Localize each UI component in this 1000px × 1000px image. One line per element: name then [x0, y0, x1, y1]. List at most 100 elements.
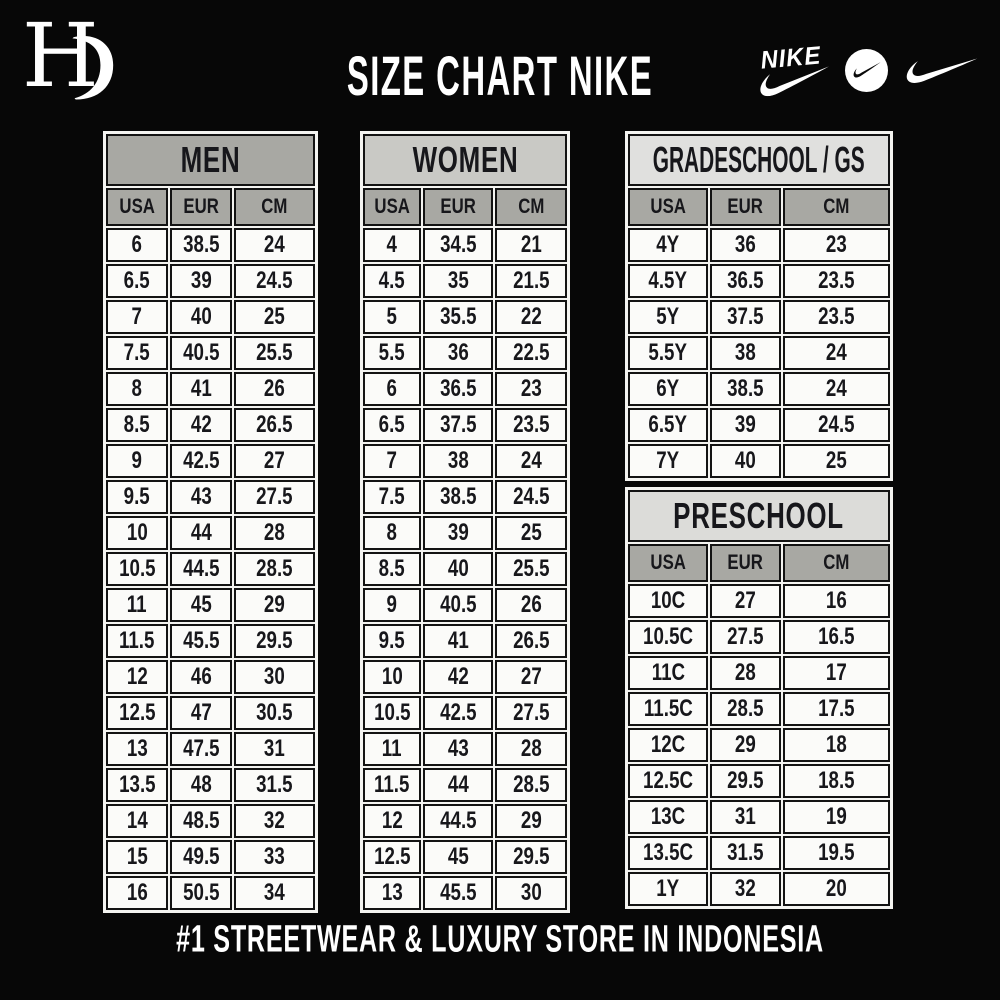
women-cell-r12-c1: 42: [423, 660, 493, 694]
men-cell-r7-c1: 43: [170, 480, 232, 514]
gradeschool-cell-r6-c1: 40: [710, 444, 781, 478]
women-cell-r12-c0: 10: [363, 660, 421, 694]
men-cell-r9-c2: 28.5: [234, 552, 315, 586]
preschool-cell-r8-c0: 1Y: [628, 872, 708, 906]
women-cell-r6-c2: 24: [495, 444, 567, 478]
men-cell-r0-c2: 24: [234, 228, 315, 262]
men-cell-r10-c1: 45: [170, 588, 232, 622]
women-cell-r4-c1: 36.5: [423, 372, 493, 406]
preschool-cell-r2-c2: 17: [783, 656, 890, 690]
preschool-cell-r2-c0: 11C: [628, 656, 708, 690]
women-cell-r16-c1: 44.5: [423, 804, 493, 838]
nike-swoosh-icon: [853, 62, 881, 78]
gradeschool-size-table: GRADESCHOOL / GS USA EUR CM 4Y 36 23 4.5Y 36.5 23…: [625, 131, 893, 481]
women-cell-r13-c0: 10.5: [363, 696, 421, 730]
footer-tagline: #1 STREETWEAR & LUXURY STORE IN INDONESI…: [176, 917, 824, 961]
men-cell-r8-c0: 10: [106, 516, 168, 550]
women-cell-r10-c2: 26: [495, 588, 567, 622]
women-cell-r1-c0: 4.5: [363, 264, 421, 298]
men-table-title: MEN: [106, 134, 315, 186]
gradeschool-cell-r3-c0: 5.5Y: [628, 336, 708, 370]
women-cell-r16-c0: 12: [363, 804, 421, 838]
gradeschool-cell-r4-c2: 24: [783, 372, 890, 406]
men-cell-r11-c0: 11.5: [106, 624, 168, 658]
gradeschool-cell-r3-c1: 38: [710, 336, 781, 370]
women-cell-r2-c1: 35.5: [423, 300, 493, 334]
preschool-cell-r5-c1: 29.5: [710, 764, 781, 798]
women-cell-r7-c1: 38.5: [423, 480, 493, 514]
women-size-table: WOMEN USA EUR CM 4 34.5 21 4.5 35 21.5 5 35.5 22 5.5 3…: [360, 131, 570, 913]
men-cell-r10-c2: 29: [234, 588, 315, 622]
men-col-header-usa: USA: [106, 188, 168, 226]
preschool-cell-r3-c1: 28.5: [710, 692, 781, 726]
nike-logos: NIKE: [751, 41, 978, 98]
gradeschool-col-header-cm: CM: [783, 188, 890, 226]
men-cell-r3-c0: 7.5: [106, 336, 168, 370]
men-cell-r14-c0: 13: [106, 732, 168, 766]
women-cell-r4-c2: 23: [495, 372, 567, 406]
men-cell-r17-c2: 33: [234, 840, 315, 874]
gradeschool-cell-r5-c1: 39: [710, 408, 781, 442]
men-cell-r18-c2: 34: [234, 876, 315, 910]
preschool-cell-r5-c2: 18.5: [783, 764, 890, 798]
nike-swoosh-icon: [760, 66, 830, 97]
women-cell-r13-c2: 27.5: [495, 696, 567, 730]
women-cell-r18-c1: 45.5: [423, 876, 493, 910]
preschool-size-table: PRESCHOOL USA EUR CM 10C 27 16 10.5C 27.5 16.5 11C…: [625, 487, 893, 909]
men-cell-r6-c0: 9: [106, 444, 168, 478]
men-cell-r6-c2: 27: [234, 444, 315, 478]
women-cell-r0-c2: 21: [495, 228, 567, 262]
preschool-cell-r6-c2: 19: [783, 800, 890, 834]
nike-wordmark-text: NIKE: [759, 41, 823, 75]
women-cell-r18-c0: 13: [363, 876, 421, 910]
store-logo-letter-h: H: [22, 4, 99, 107]
gradeschool-cell-r2-c2: 23.5: [783, 300, 890, 334]
men-cell-r11-c1: 45.5: [170, 624, 232, 658]
men-cell-r5-c0: 8.5: [106, 408, 168, 442]
women-cell-r6-c0: 7: [363, 444, 421, 478]
men-cell-r15-c2: 31.5: [234, 768, 315, 802]
women-cell-r16-c2: 29: [495, 804, 567, 838]
preschool-cell-r1-c0: 10.5C: [628, 620, 708, 654]
page-title: SIZE CHART NIKE: [346, 44, 654, 107]
women-cell-r2-c2: 22: [495, 300, 567, 334]
women-cell-r12-c2: 27: [495, 660, 567, 694]
women-cell-r6-c1: 38: [423, 444, 493, 478]
men-cell-r7-c0: 9.5: [106, 480, 168, 514]
gradeschool-table-title: GRADESCHOOL / GS: [628, 134, 890, 186]
men-cell-r17-c1: 49.5: [170, 840, 232, 874]
gradeschool-cell-r2-c0: 5Y: [628, 300, 708, 334]
women-cell-r10-c1: 40.5: [423, 588, 493, 622]
preschool-cell-r4-c1: 29: [710, 728, 781, 762]
men-cell-r13-c2: 30.5: [234, 696, 315, 730]
men-cell-r12-c0: 12: [106, 660, 168, 694]
preschool-col-header-eur: EUR: [710, 544, 781, 582]
women-cell-r0-c1: 34.5: [423, 228, 493, 262]
women-cell-r3-c2: 22.5: [495, 336, 567, 370]
preschool-cell-r7-c0: 13.5C: [628, 836, 708, 870]
nike-wordmark-logo: NIKE: [751, 41, 833, 98]
preschool-cell-r8-c2: 20: [783, 872, 890, 906]
women-cell-r17-c2: 29.5: [495, 840, 567, 874]
women-cell-r5-c2: 23.5: [495, 408, 567, 442]
men-cell-r18-c0: 16: [106, 876, 168, 910]
women-cell-r5-c0: 6.5: [363, 408, 421, 442]
men-col-header-eur: EUR: [170, 188, 232, 226]
gradeschool-cell-r1-c2: 23.5: [783, 264, 890, 298]
gradeschool-cell-r1-c0: 4.5Y: [628, 264, 708, 298]
gradeschool-cell-r3-c2: 24: [783, 336, 890, 370]
store-logo-crescent-g-icon: [72, 35, 114, 100]
men-cell-r6-c1: 42.5: [170, 444, 232, 478]
preschool-table-title: PRESCHOOL: [628, 490, 890, 542]
women-cell-r3-c0: 5.5: [363, 336, 421, 370]
women-cell-r2-c0: 5: [363, 300, 421, 334]
men-cell-r1-c1: 39: [170, 264, 232, 298]
gradeschool-col-header-usa: USA: [628, 188, 708, 226]
nike-swoosh-circle-logo: [845, 48, 888, 92]
preschool-cell-r3-c0: 11.5C: [628, 692, 708, 726]
men-cell-r16-c1: 48.5: [170, 804, 232, 838]
women-cell-r9-c0: 8.5: [363, 552, 421, 586]
gradeschool-cell-r5-c2: 24.5: [783, 408, 890, 442]
women-cell-r17-c0: 12.5: [363, 840, 421, 874]
